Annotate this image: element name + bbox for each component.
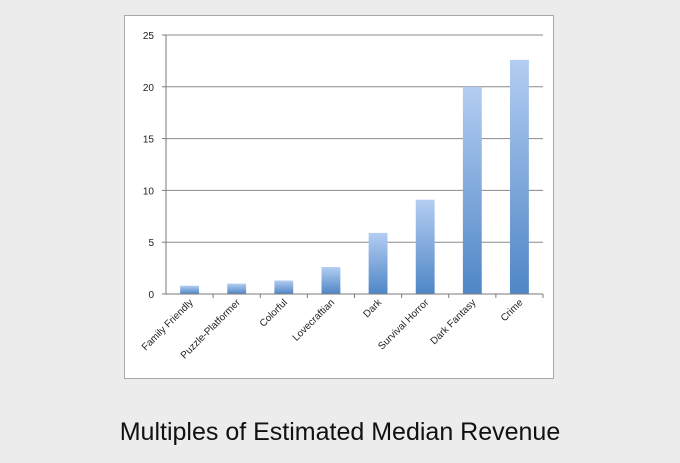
x-tick-label: Lovecraftian [291,297,337,343]
x-tick-label: Survival Horror [376,297,431,352]
y-tick-label: 0 [148,290,154,301]
x-tick-label: Colorful [258,297,290,329]
bar-dark-fantasy [462,86,482,294]
x-tick-label: Dark [361,297,384,320]
bar-lovecraftian [321,267,341,294]
chart-frame: 0 5 10 15 20 25 Family Friendly Puzzle-Platform… [124,15,554,379]
y-tick-label: 5 [148,238,154,249]
y-tick-label: 25 [143,31,155,42]
bar-puzzle-platformer [227,283,247,294]
bar-survival-horror [415,199,435,294]
y-tick-label: 10 [143,186,155,197]
bar-family-friendly [180,285,199,294]
y-tick-label: 15 [143,135,155,146]
x-tick-label: Dark Fantasy [429,297,479,347]
bar-crime [510,59,529,294]
x-tick-label: Crime [499,297,526,324]
bar-colorful [274,280,294,294]
chart-caption: Multiples of Estimated Median Revenue [119,418,561,446]
y-tick-label: 20 [143,83,155,94]
bar-dark [368,232,388,294]
